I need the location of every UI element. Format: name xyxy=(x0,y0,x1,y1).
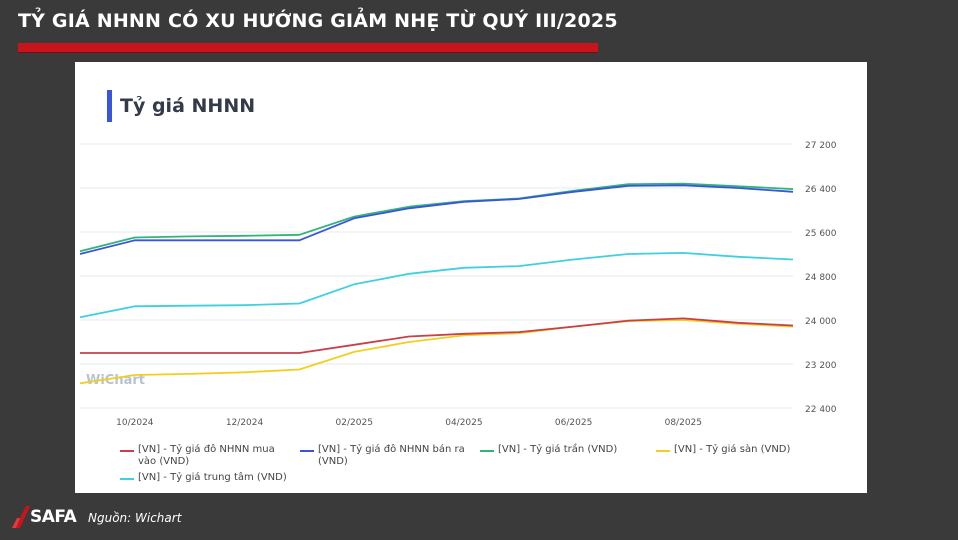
line-chart: 27 200 26 400 25 600 24 800 24 000 23 200 22 4… xyxy=(79,141,837,428)
legend-item-ban-ra[interactable]: [VN] - Tỷ giá đô NHNN bán ra (VND) xyxy=(300,444,468,468)
legend-swatch xyxy=(480,450,494,452)
series-line-mua-vao[interactable] xyxy=(80,317,794,354)
y-tick-label: 23 200 xyxy=(805,361,837,371)
legend-item-san[interactable]: [VN] - Tỷ giá sàn (VND) xyxy=(656,444,844,456)
legend-label: [VN] - Tỷ giá sàn (VND) xyxy=(674,444,791,455)
legend-swatch xyxy=(120,450,134,452)
x-tick-label: 06/2025 xyxy=(555,418,592,428)
headline: TỶ GIÁ NHNN CÓ XU HƯỚNG GIẢM NHẸ TỪ QUÝ … xyxy=(18,10,618,32)
legend-label: [VN] - Tỷ giá trung tâm (VND) xyxy=(138,472,287,483)
y-tick-label: 27 200 xyxy=(805,141,837,151)
x-axis-ticks: 10/2024 12/2024 02/2025 04/2025 06/2025 08/20… xyxy=(116,418,702,428)
y-tick-label: 26 400 xyxy=(805,185,837,195)
grid-lines xyxy=(80,143,793,409)
series-line-tran[interactable] xyxy=(79,182,794,253)
y-tick-label: 24 000 xyxy=(805,317,837,327)
logo-text: SAFA xyxy=(30,507,77,527)
series-lines xyxy=(79,182,794,385)
x-tick-label: 04/2025 xyxy=(445,418,482,428)
series-line-trung-tam[interactable] xyxy=(79,251,794,319)
y-tick-label: 25 600 xyxy=(805,229,837,239)
y-tick-label: 22 400 xyxy=(805,405,837,415)
headline-underline xyxy=(18,43,598,53)
title-accent-bar xyxy=(107,90,112,122)
series-line-ban-ra[interactable] xyxy=(79,184,794,255)
legend-swatch xyxy=(656,450,670,452)
y-tick-label: 24 800 xyxy=(805,273,837,283)
y-axis-ticks: 27 200 26 400 25 600 24 800 24 000 23 200 22 4… xyxy=(805,141,837,415)
legend-label: [VN] - Tỷ giá đô NHNN bán ra (VND) xyxy=(318,444,465,467)
watermark: WiChart xyxy=(86,373,145,388)
legend-label: [VN] - Tỷ giá trần (VND) xyxy=(498,444,618,455)
chart-card: Tỷ giá NHNN 27 200 26 400 25 600 24 800 24 0… xyxy=(75,62,867,493)
series-line-san[interactable] xyxy=(79,319,794,385)
x-tick-label: 10/2024 xyxy=(116,418,154,428)
legend-swatch xyxy=(120,478,134,480)
x-tick-label: 02/2025 xyxy=(336,418,373,428)
source-note: Nguồn: Wichart xyxy=(88,511,182,525)
legend-item-trung-tam[interactable]: [VN] - Tỷ giá trung tâm (VND) xyxy=(120,472,338,484)
legend-item-tran[interactable]: [VN] - Tỷ giá trần (VND) xyxy=(480,444,668,456)
card-title: Tỷ giá NHNN xyxy=(120,95,256,117)
legend-swatch xyxy=(300,450,314,452)
logo-mark-icon xyxy=(12,506,30,528)
x-tick-label: 08/2025 xyxy=(665,418,702,428)
legend-label: [VN] - Tỷ giá đô NHNN mua vào (VND) xyxy=(138,444,275,467)
x-tick-label: 12/2024 xyxy=(226,418,264,428)
card-title-group: Tỷ giá NHNN xyxy=(107,90,255,122)
brand-logo: SAFA xyxy=(12,504,77,530)
legend-item-mua-vao[interactable]: [VN] - Tỷ giá đô NHNN mua vào (VND) xyxy=(120,444,288,468)
